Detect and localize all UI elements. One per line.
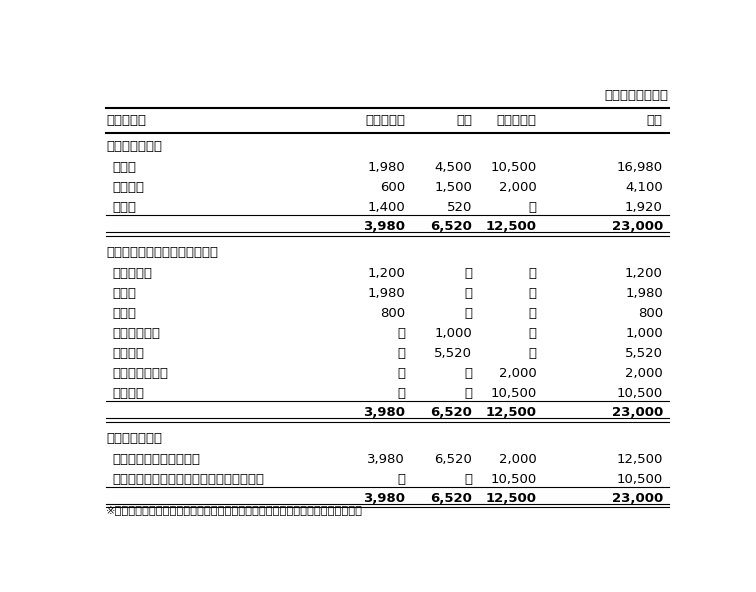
- Text: エネルギー: エネルギー: [497, 114, 537, 127]
- Text: 収益認識の時期: 収益認識の時期: [106, 432, 163, 445]
- Text: －: －: [397, 473, 405, 486]
- Text: 12,500: 12,500: [486, 492, 537, 505]
- Text: 10,500: 10,500: [617, 473, 663, 486]
- Text: 6,520: 6,520: [430, 492, 472, 505]
- Text: 4,100: 4,100: [625, 181, 663, 194]
- Text: 一定の期間にわたり移転されるサービス: 一定の期間にわたり移転されるサービス: [112, 473, 264, 486]
- Text: 2,000: 2,000: [499, 367, 537, 380]
- Text: 1,400: 1,400: [367, 201, 405, 214]
- Text: 2,000: 2,000: [625, 367, 663, 380]
- Text: 合計: 合計: [647, 114, 663, 127]
- Text: 3,980: 3,980: [367, 453, 405, 466]
- Text: 発電所: 発電所: [112, 387, 144, 400]
- Text: 1,200: 1,200: [625, 267, 663, 280]
- Text: 5,520: 5,520: [624, 347, 663, 360]
- Text: －: －: [397, 327, 405, 340]
- Text: －: －: [529, 267, 537, 280]
- Text: 5,520: 5,520: [435, 347, 472, 360]
- Text: 10,500: 10,500: [491, 387, 537, 400]
- Text: －: －: [529, 287, 537, 300]
- Text: 1,000: 1,000: [625, 327, 663, 340]
- Text: 23,000: 23,000: [612, 492, 663, 505]
- Text: 輸送: 輸送: [457, 114, 472, 127]
- Text: 1,500: 1,500: [435, 181, 472, 194]
- Text: 1,980: 1,980: [625, 287, 663, 300]
- Text: 1,920: 1,920: [625, 201, 663, 214]
- Text: －: －: [529, 307, 537, 320]
- Text: 6,520: 6,520: [430, 407, 472, 419]
- Text: 6,520: 6,520: [435, 453, 472, 466]
- Text: 1,980: 1,980: [367, 287, 405, 300]
- Text: 日本: 日本: [112, 161, 136, 174]
- Text: 600: 600: [380, 181, 405, 194]
- Text: －: －: [529, 327, 537, 340]
- Text: －: －: [397, 387, 405, 400]
- Text: 12,500: 12,500: [486, 407, 537, 419]
- Text: アジア: アジア: [112, 181, 144, 194]
- Text: セグメント: セグメント: [106, 114, 146, 127]
- Text: 2,000: 2,000: [499, 453, 537, 466]
- Text: 3,980: 3,980: [363, 220, 405, 233]
- Text: 1,000: 1,000: [435, 327, 472, 340]
- Text: 衣類: 衣類: [112, 307, 136, 320]
- Text: 12,500: 12,500: [486, 220, 537, 233]
- Text: 520: 520: [447, 201, 472, 214]
- Text: －: －: [464, 367, 472, 380]
- Text: －: －: [397, 367, 405, 380]
- Text: 2,000: 2,000: [499, 181, 537, 194]
- Text: 主たる地域市場: 主たる地域市場: [106, 140, 163, 153]
- Text: －: －: [464, 267, 472, 280]
- Text: 1,200: 1,200: [367, 267, 405, 280]
- Text: 3,980: 3,980: [363, 407, 405, 419]
- Text: （単位：百万円）: （単位：百万円）: [605, 89, 668, 102]
- Text: －: －: [529, 347, 537, 360]
- Text: 800: 800: [380, 307, 405, 320]
- Text: 主要な財又はサービスのライン: 主要な財又はサービスのライン: [106, 246, 218, 259]
- Text: －: －: [464, 287, 472, 300]
- Text: 消費者製品: 消費者製品: [365, 114, 405, 127]
- Text: 12,500: 12,500: [616, 453, 663, 466]
- Text: －: －: [464, 307, 472, 320]
- Text: 6,520: 6,520: [430, 220, 472, 233]
- Text: 10,500: 10,500: [617, 387, 663, 400]
- Text: 器具: 器具: [112, 287, 136, 300]
- Text: 1,980: 1,980: [367, 161, 405, 174]
- Text: 23,000: 23,000: [612, 407, 663, 419]
- Text: 3,980: 3,980: [363, 492, 405, 505]
- Text: －: －: [529, 201, 537, 214]
- Text: －: －: [464, 387, 472, 400]
- Text: －: －: [464, 473, 472, 486]
- Text: 自動車: 自動車: [112, 347, 144, 360]
- Text: 10,500: 10,500: [491, 473, 537, 486]
- Text: 800: 800: [638, 307, 663, 320]
- Text: 16,980: 16,980: [617, 161, 663, 174]
- Text: ※収益認識に関する会計基準の適用指針「［開示例１］収益の分解情報」から作成: ※収益認識に関する会計基準の適用指針「［開示例１］収益の分解情報」から作成: [106, 504, 363, 514]
- Text: 北米: 北米: [112, 201, 136, 214]
- Text: 一時点で移転される財: 一時点で移転される財: [112, 453, 200, 466]
- Text: オートバイ: オートバイ: [112, 327, 160, 340]
- Text: 10,500: 10,500: [491, 161, 537, 174]
- Text: 23,000: 23,000: [612, 220, 663, 233]
- Text: 4,500: 4,500: [435, 161, 472, 174]
- Text: 事務用品: 事務用品: [112, 267, 152, 280]
- Text: 太陽光パネル: 太陽光パネル: [112, 367, 168, 380]
- Text: －: －: [397, 347, 405, 360]
